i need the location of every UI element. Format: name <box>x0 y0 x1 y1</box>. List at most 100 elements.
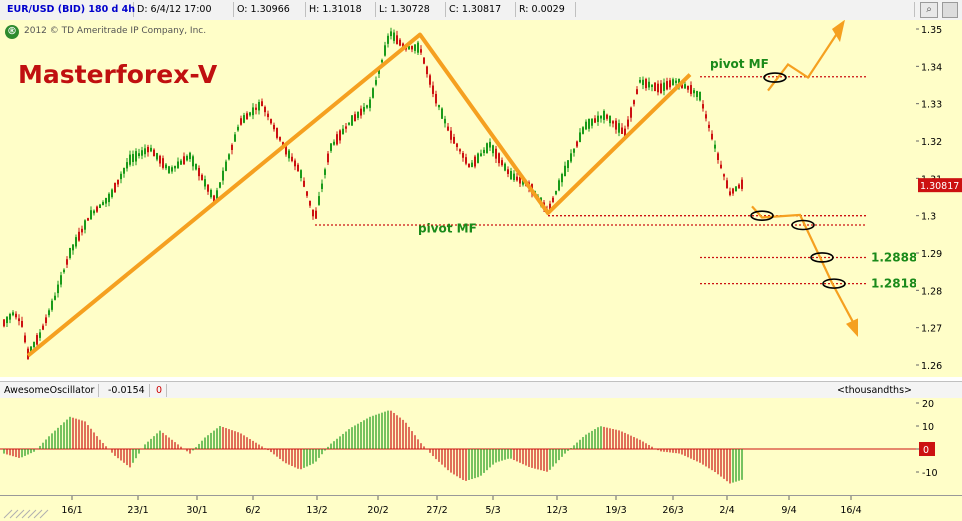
candle-body <box>84 220 86 230</box>
date-axis[interactable]: 16/1 23/1 30/1 6/2 13/2 20/2 27/2 5/3 12/3 19/3 26… <box>0 495 916 521</box>
candle-body <box>327 153 329 163</box>
candle-body <box>552 197 554 202</box>
candle-body <box>369 99 371 108</box>
candle-body <box>567 160 569 169</box>
oscillator-panel[interactable] <box>0 398 917 495</box>
candle-body <box>87 218 89 221</box>
candle-body <box>72 244 74 251</box>
date-tick-label: 13/2 <box>306 505 327 516</box>
candle-body <box>705 114 707 119</box>
candle-body <box>315 210 317 219</box>
oscillator-axis[interactable]: 20 10 0 -10 <box>916 398 962 495</box>
symbol-label[interactable]: EUR/USD (BID) 180 d 4h <box>4 2 135 17</box>
price-axis[interactable]: 1.351.341.331.321.311.31.291.281.271.261… <box>916 20 962 377</box>
candle-body <box>180 160 182 165</box>
candle-body <box>90 210 92 220</box>
candle-body <box>633 100 635 105</box>
candle-body <box>330 143 332 151</box>
candle-body <box>519 176 521 184</box>
candle-body <box>3 319 5 327</box>
target-ellipse <box>763 72 787 83</box>
header-spacer <box>578 2 915 17</box>
candle-body <box>477 153 479 163</box>
candle-body <box>441 108 443 119</box>
candle-body <box>45 317 47 324</box>
copyright-text: 2012 © TD Ameritrade IP Company, Inc. <box>24 26 207 36</box>
candle-body <box>42 325 44 330</box>
candle-body <box>57 284 59 294</box>
candle-body <box>456 143 458 148</box>
projection-up-line <box>767 28 841 92</box>
candle-body <box>411 45 413 50</box>
candle-body <box>510 171 512 180</box>
date-tick-label: 2/4 <box>719 505 734 516</box>
candle-body <box>222 170 224 181</box>
candle-body <box>726 180 728 189</box>
quote-header-bar: EUR/USD (BID) 180 d 4h D: 6/4/12 17:00 O… <box>0 0 962 21</box>
candle-body <box>399 39 401 46</box>
candle-body <box>126 162 128 169</box>
resize-grip-icon[interactable] <box>2 509 50 519</box>
oscillator-name[interactable]: AwesomeOscillator <box>4 384 100 397</box>
price-tick-label: 1.26 <box>921 361 942 372</box>
candle-body <box>201 174 203 181</box>
candle-body <box>435 93 437 104</box>
candle-body <box>357 111 359 118</box>
candle-body <box>717 153 719 161</box>
candle-body <box>426 66 428 75</box>
candle-body <box>624 128 626 139</box>
zoom-icon[interactable]: ⌕ <box>920 2 938 18</box>
candle-body <box>81 228 83 233</box>
candle-body <box>696 90 698 97</box>
candle-body <box>183 156 185 165</box>
price-tick-label: 1.27 <box>921 324 942 335</box>
oscillator-canvas[interactable] <box>0 398 916 495</box>
candle-body <box>114 182 116 193</box>
candle-body <box>135 151 137 162</box>
candle-body <box>171 167 173 172</box>
candle-body <box>729 191 731 196</box>
candle-body <box>198 167 200 177</box>
candle-body <box>33 341 35 348</box>
candle-body <box>597 115 599 122</box>
candle-body <box>450 130 452 140</box>
projection-up-arrowhead <box>832 20 845 43</box>
candle-body <box>303 180 305 187</box>
candle-body <box>576 141 578 147</box>
candle-body <box>669 80 671 88</box>
oscillator-tick-label: 10 <box>922 422 934 433</box>
candle-body <box>495 148 497 159</box>
candle-body <box>324 169 326 175</box>
candle-body <box>9 313 11 320</box>
candle-body <box>630 107 632 118</box>
scroll-up-button[interactable] <box>942 2 958 18</box>
candle-body <box>702 104 704 109</box>
candle-body <box>75 237 77 247</box>
candle-body <box>720 164 722 169</box>
candle-body <box>672 79 674 86</box>
price-tick-label: 1.32 <box>921 137 942 148</box>
date-tick-label: 12/3 <box>546 505 567 516</box>
candle-body <box>165 164 167 169</box>
candle-body <box>237 126 239 131</box>
price-chart-panel[interactable]: pivot MF pivot MF 1.2888 1.2818 <box>0 20 917 377</box>
candle-body <box>606 114 608 119</box>
projection-down-arrowhead <box>846 318 858 337</box>
candle-body <box>153 149 155 157</box>
candle-body <box>204 179 206 187</box>
candle-body <box>21 320 23 327</box>
candle-body <box>438 105 440 108</box>
candle-body <box>192 156 194 167</box>
candle-body <box>264 106 266 113</box>
candle-body <box>498 153 500 164</box>
bar-date: D: 6/4/12 17:00 <box>134 2 234 17</box>
candle-body <box>288 150 290 159</box>
candle-body <box>12 312 14 316</box>
price-chart-canvas[interactable]: pivot MF pivot MF 1.2888 1.2818 <box>0 20 916 377</box>
candle-body <box>372 88 374 98</box>
candle-body <box>228 154 230 160</box>
candle-body <box>144 148 146 155</box>
candle-body <box>579 132 581 143</box>
target-ellipse <box>810 252 834 263</box>
candle-body <box>570 153 572 162</box>
